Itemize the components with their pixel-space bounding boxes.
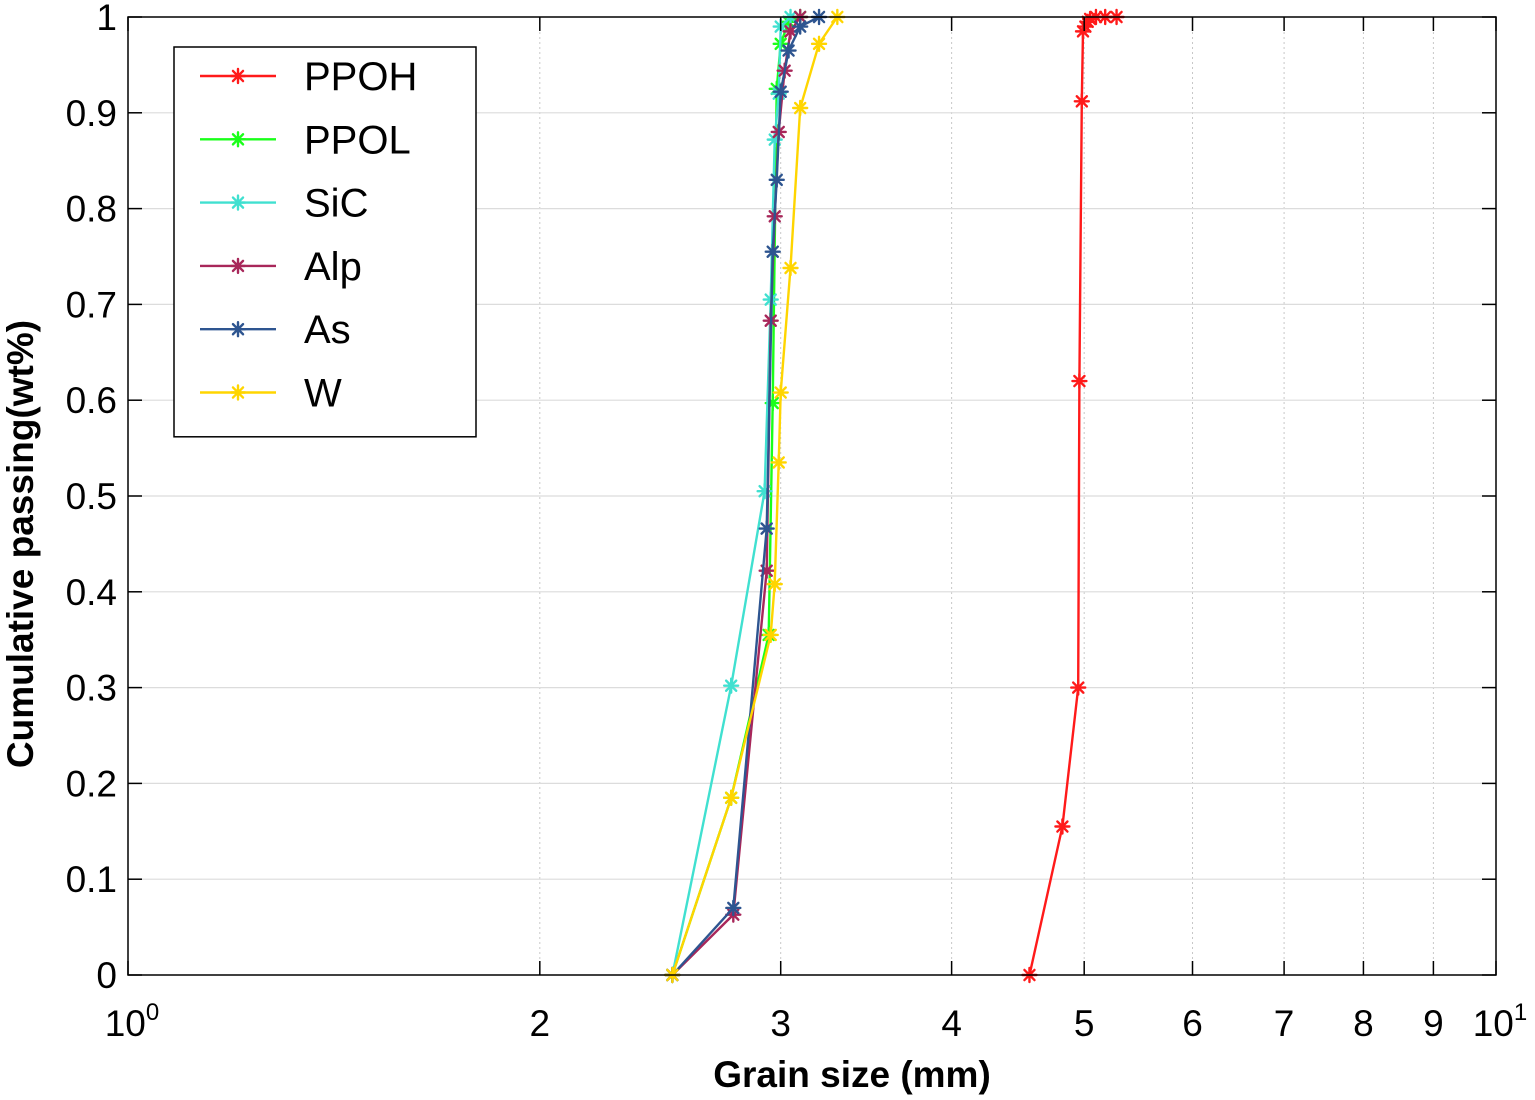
x-tick-label-base: 10: [105, 1003, 146, 1044]
x-tick-label: 9: [1423, 1003, 1444, 1044]
data-point-w: [810, 35, 828, 53]
x-tick-label: 5: [1074, 1003, 1095, 1044]
legend-item-ppoh: PPOH: [200, 55, 417, 99]
y-tick-label: 0.3: [66, 668, 117, 709]
legend-marker-sic: [229, 194, 247, 211]
data-point-as: [772, 83, 789, 100]
tick-marks: [127, 16, 1497, 976]
y-tick-label: 0: [96, 955, 117, 996]
x-tick-label: 101: [1473, 999, 1528, 1044]
data-point-ppoh: [1077, 18, 1094, 35]
x-tick-label: 6: [1182, 1003, 1203, 1044]
data-point-alp: [782, 23, 799, 40]
legend-label-as: As: [304, 308, 351, 352]
data-point-ppoh: [1071, 372, 1088, 390]
legend-item-w: W: [200, 372, 342, 416]
x-tick-label: 100: [105, 999, 160, 1044]
y-tick-label: 0.8: [66, 189, 117, 230]
data-point-as: [768, 171, 785, 189]
legend-marker-alp: [229, 257, 247, 275]
x-axis-title: Grain size (mm): [713, 1054, 991, 1095]
legend-label-sic: SiC: [304, 182, 368, 226]
data-point-ppol: [780, 13, 797, 30]
y-tick-label: 0.5: [66, 476, 117, 517]
legend-item-sic: SiC: [200, 182, 368, 226]
legend: PPOH PPOL SiC Alp As W: [173, 46, 477, 438]
data-point-w: [791, 99, 809, 117]
data-point-w: [782, 259, 799, 277]
data-point-ppoh: [1081, 10, 1099, 28]
legend-marker-w: [229, 384, 247, 401]
data-point-as: [780, 42, 797, 59]
legend-label-ppoh: PPOH: [304, 55, 417, 99]
data-point-sic: [756, 483, 773, 500]
y-tick-label: 0.4: [66, 572, 117, 613]
data-point-as: [764, 243, 781, 260]
y-tick-label: 0.7: [66, 284, 117, 325]
x-tick-label-exp: 1: [1514, 999, 1527, 1026]
legend-label-w: W: [304, 372, 342, 416]
y-tick-label: 0.2: [66, 763, 117, 804]
data-point-w: [762, 626, 779, 644]
y-tick-label: 0.1: [66, 859, 117, 900]
data-point-sic: [766, 131, 783, 148]
y-tick-labels: 0 0.1 0.2 0.3 0.4 0.5 0.6 0.7 0.8 0.9 1: [66, 0, 117, 996]
data-point-ppoh: [1054, 818, 1071, 835]
legend-marker-ppoh: [229, 67, 247, 85]
series-line-w: [671, 16, 839, 976]
x-tick-label-base: 10: [1473, 1003, 1514, 1044]
x-tick-label: 8: [1353, 1003, 1374, 1044]
y-tick-label: 0.6: [66, 380, 117, 421]
legend-item-alp: Alp: [200, 245, 362, 289]
x-tick-label: 7: [1274, 1003, 1295, 1044]
data-point-sic: [722, 677, 740, 694]
legend-marker-as: [229, 321, 247, 338]
data-point-ppoh: [1074, 23, 1092, 40]
data-point-ppol: [764, 394, 781, 412]
y-tick-label: 0.9: [66, 93, 117, 134]
data-point-as: [725, 899, 742, 917]
x-tick-label: 4: [941, 1003, 962, 1044]
legend-marker-ppol: [229, 131, 247, 148]
legend-box: [173, 46, 477, 438]
x-tick-label: 2: [530, 1003, 551, 1044]
x-tick-labels: 100 2 3 4 5 6 7 8 9 101: [105, 999, 1528, 1044]
legend-item-ppol: PPOL: [200, 118, 411, 162]
x-tick-label-exp: 0: [146, 999, 159, 1026]
legend-label-alp: Alp: [304, 245, 362, 289]
y-axis-title: Cumulative passing(wt%): [0, 320, 41, 768]
data-point-ppoh: [1070, 679, 1087, 696]
data-point-as: [758, 520, 775, 537]
data-point-alp: [758, 562, 775, 579]
data-point-ppoh: [1073, 93, 1091, 110]
x-tick-label: 3: [770, 1003, 791, 1044]
legend-label-ppol: PPOL: [304, 118, 411, 162]
data-point-as: [791, 18, 809, 35]
data-point-w: [770, 454, 787, 471]
y-tick-label: 1: [96, 0, 117, 38]
legend-item-as: As: [200, 308, 351, 352]
data-point-w: [722, 789, 740, 806]
data-point-w: [766, 575, 783, 593]
data-point-w: [772, 384, 789, 401]
